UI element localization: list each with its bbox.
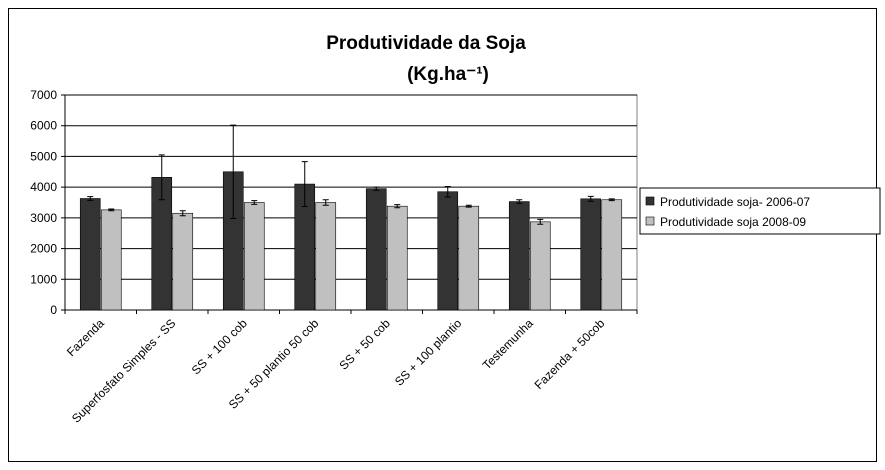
- y-tick-label: 4000: [30, 180, 57, 194]
- y-tick-label: 3000: [30, 211, 57, 225]
- plot-area: [64, 94, 638, 311]
- error-bar: [87, 196, 94, 201]
- error-bar: [108, 208, 115, 212]
- bar: [458, 205, 480, 311]
- legend-label: Produtividade soja 2008-09: [660, 215, 806, 229]
- error-bar: [251, 200, 258, 205]
- y-tick-label: 6000: [30, 119, 57, 133]
- error-bar: [230, 124, 237, 219]
- bar: [386, 205, 408, 311]
- y-tick-label: 2000: [30, 242, 57, 256]
- error-bar: [179, 210, 186, 217]
- bar: [100, 209, 122, 311]
- error-bar: [394, 204, 401, 209]
- legend-swatch: [645, 216, 655, 226]
- legend: [639, 187, 881, 235]
- bar: [172, 212, 194, 311]
- error-bar: [322, 199, 329, 206]
- error-bar: [608, 198, 615, 202]
- error-bar: [158, 154, 165, 201]
- y-tick-label: 0: [50, 303, 57, 317]
- y-tick-label: 7000: [30, 88, 57, 102]
- y-tick-label: 5000: [30, 149, 57, 163]
- error-bar: [465, 204, 472, 208]
- chart-subtitle: (Kg.ha⁻¹): [407, 64, 489, 85]
- legend-swatch: [645, 196, 655, 206]
- bar: [580, 198, 602, 311]
- bar: [437, 191, 459, 311]
- error-bar: [587, 195, 594, 202]
- legend-label: Produtividade soja- 2006-07: [660, 195, 810, 209]
- error-bar: [444, 186, 451, 198]
- chart-title: Produtividade da Soja: [326, 33, 526, 54]
- error-bar: [516, 199, 523, 204]
- y-tick-label: 1000: [30, 272, 57, 286]
- bar: [315, 202, 337, 311]
- bar: [601, 199, 623, 311]
- error-bar: [301, 161, 308, 207]
- bar: [79, 198, 101, 311]
- error-bar: [373, 186, 380, 191]
- bar: [243, 202, 265, 311]
- bar: [508, 201, 530, 311]
- error-bar: [537, 218, 544, 225]
- bar: [365, 188, 387, 311]
- bar: [529, 221, 551, 311]
